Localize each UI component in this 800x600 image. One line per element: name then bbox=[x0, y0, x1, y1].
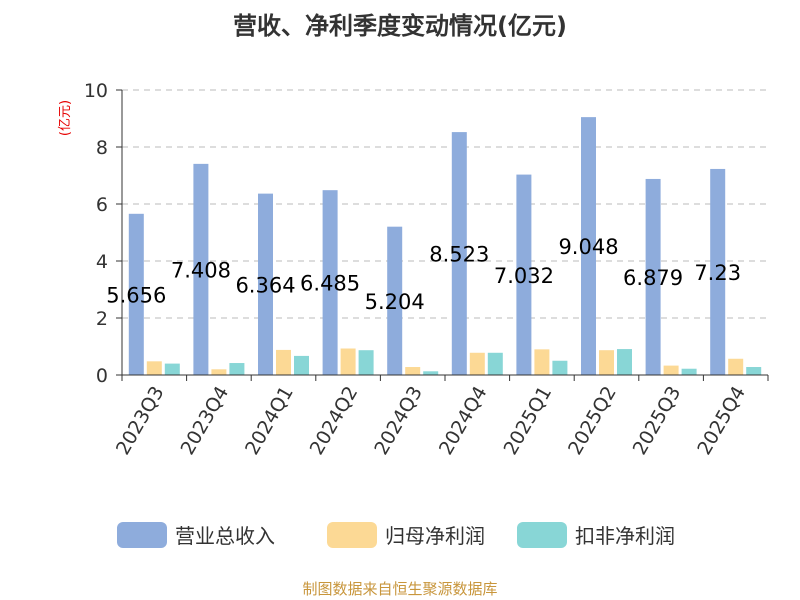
bar-2-5[interactable] bbox=[487, 352, 503, 375]
bar-1-5[interactable] bbox=[469, 352, 485, 375]
legend-swatch-0[interactable] bbox=[117, 522, 167, 548]
bar-2-4[interactable] bbox=[423, 371, 439, 375]
y-tick-label: 8 bbox=[96, 137, 108, 159]
y-tick-label: 2 bbox=[96, 308, 108, 330]
bar-0-2[interactable] bbox=[258, 193, 273, 375]
bar-1-6[interactable] bbox=[534, 349, 550, 375]
revenue-data-label: 7.408 bbox=[171, 258, 231, 282]
revenue-data-label: 6.364 bbox=[235, 273, 295, 297]
bar-0-9[interactable] bbox=[710, 168, 726, 375]
bar-1-1[interactable] bbox=[211, 369, 227, 375]
bar-0-0[interactable] bbox=[128, 213, 144, 375]
revenue-data-label: 7.032 bbox=[494, 264, 554, 288]
x-tick-label: 2025Q2 bbox=[564, 383, 621, 459]
bar-0-3[interactable] bbox=[322, 190, 338, 375]
y-tick-label: 10 bbox=[84, 80, 108, 102]
x-tick-label: 2024Q3 bbox=[370, 383, 427, 459]
legend-label-0[interactable]: 营业总收入 bbox=[175, 524, 275, 548]
bar-1-4[interactable] bbox=[405, 367, 421, 375]
bar-2-3[interactable] bbox=[358, 350, 374, 375]
revenue-data-label: 9.048 bbox=[558, 235, 618, 259]
bar-2-1[interactable] bbox=[229, 363, 245, 375]
chart-title: 营收、净利季度变动情况(亿元) bbox=[233, 12, 567, 40]
bar-0-5[interactable] bbox=[451, 132, 467, 375]
revenue-data-label: 6.485 bbox=[300, 272, 360, 296]
y-axis-unit-label: (亿元) bbox=[58, 100, 73, 136]
bar-2-0[interactable] bbox=[164, 363, 180, 375]
legend[interactable]: 营业总收入 归母净利润 扣非净利润 bbox=[117, 522, 675, 548]
x-tick-label: 2025Q3 bbox=[629, 383, 686, 459]
bar-0-7[interactable] bbox=[581, 117, 596, 375]
x-tick-label: 2023Q3 bbox=[112, 383, 169, 459]
bar-1-2[interactable] bbox=[276, 349, 291, 375]
bar-1-7[interactable] bbox=[599, 350, 614, 375]
bar-1-3[interactable] bbox=[340, 348, 356, 375]
bar-2-7[interactable] bbox=[617, 349, 632, 375]
revenue-data-label: 7.23 bbox=[694, 261, 741, 285]
bar-0-1[interactable] bbox=[193, 163, 209, 375]
legend-label-2[interactable]: 扣非净利润 bbox=[575, 524, 675, 548]
x-tick-label: 2024Q4 bbox=[435, 383, 492, 459]
x-tick-label: 2024Q2 bbox=[306, 383, 363, 459]
revenue-data-label: 5.204 bbox=[365, 290, 425, 314]
bar-2-2[interactable] bbox=[294, 355, 309, 375]
x-tick-label: 2023Q4 bbox=[176, 383, 233, 459]
revenue-data-label: 5.656 bbox=[106, 283, 166, 307]
grid-lines bbox=[122, 89, 768, 319]
bar-1-0[interactable] bbox=[146, 361, 162, 375]
bars bbox=[128, 117, 762, 375]
bar-1-8[interactable] bbox=[663, 365, 679, 375]
legend-swatch-2[interactable] bbox=[517, 522, 567, 548]
bar-0-8[interactable] bbox=[645, 178, 661, 375]
bar-2-8[interactable] bbox=[681, 368, 697, 375]
x-tick-label: 2025Q1 bbox=[499, 383, 556, 459]
x-tick-label: 2024Q1 bbox=[241, 383, 298, 459]
data-source-note: 制图数据来自恒生聚源数据库 bbox=[302, 580, 497, 598]
bar-2-9[interactable] bbox=[746, 367, 762, 375]
bar-1-9[interactable] bbox=[728, 358, 744, 375]
y-tick-label: 6 bbox=[96, 194, 108, 216]
revenue-data-label: 8.523 bbox=[429, 243, 489, 267]
y-tick-label: 0 bbox=[96, 365, 108, 387]
legend-swatch-1[interactable] bbox=[327, 522, 377, 548]
x-tick-label: 2025Q4 bbox=[693, 383, 750, 459]
revenue-data-label: 6.879 bbox=[623, 266, 683, 290]
legend-label-1[interactable]: 归母净利润 bbox=[385, 524, 485, 548]
y-tick-label: 4 bbox=[96, 251, 108, 273]
bar-0-6[interactable] bbox=[516, 174, 532, 375]
bar-0-4[interactable] bbox=[387, 226, 403, 375]
bar-2-6[interactable] bbox=[552, 360, 568, 375]
